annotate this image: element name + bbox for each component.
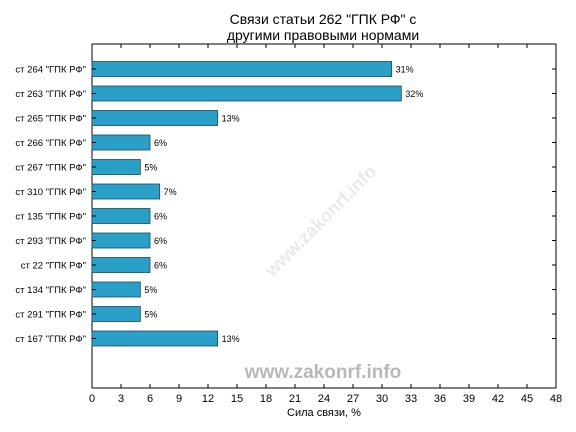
value-label: 13% bbox=[222, 334, 240, 344]
bar bbox=[91, 232, 151, 249]
bar bbox=[91, 208, 151, 224]
category-label: ст 266 "ГПК РФ" bbox=[15, 138, 86, 149]
category-label: ст 167 "ГПК РФ" bbox=[15, 334, 86, 345]
x-tick-label: 30 bbox=[376, 393, 388, 405]
chart-title-line-2: другими правовыми нормами bbox=[227, 27, 419, 43]
bar bbox=[91, 134, 151, 151]
bar bbox=[91, 85, 402, 102]
category-label: ст 267 "ГПК РФ" bbox=[15, 163, 86, 174]
value-label: 6% bbox=[154, 138, 167, 148]
bar bbox=[91, 257, 151, 273]
x-tick-label: 42 bbox=[492, 393, 504, 405]
x-tick-label: 12 bbox=[202, 393, 214, 405]
value-label: 7% bbox=[164, 187, 177, 197]
value-label: 5% bbox=[144, 163, 157, 173]
x-tick-label: 15 bbox=[231, 393, 243, 405]
category-label: ст 310 "ГПК РФ" bbox=[15, 187, 86, 198]
category-label: ст 264 "ГПК РФ" bbox=[15, 65, 86, 76]
x-tick-label: 45 bbox=[521, 393, 533, 405]
x-tick-label: 21 bbox=[289, 393, 301, 405]
category-label: ст 134 "ГПК РФ" bbox=[15, 285, 86, 296]
bar bbox=[91, 159, 141, 175]
bar bbox=[91, 306, 141, 322]
x-tick-label: 3 bbox=[118, 393, 124, 405]
x-tick-label: 9 bbox=[176, 393, 182, 405]
category-label: ст 265 "ГПК РФ" bbox=[15, 114, 86, 125]
value-label: 32% bbox=[405, 89, 423, 99]
category-label: ст 263 "ГПК РФ" bbox=[15, 89, 86, 100]
category-label: ст 22 "ГПК РФ" bbox=[21, 261, 86, 272]
x-tick-label: 48 bbox=[550, 393, 562, 405]
category-label: ст 135 "ГПК РФ" bbox=[15, 212, 86, 223]
x-tick-label: 18 bbox=[260, 393, 272, 405]
watermark: www.zakonrf.info bbox=[244, 362, 402, 383]
x-tick-label: 39 bbox=[463, 393, 475, 405]
x-tick-label: 33 bbox=[405, 393, 417, 405]
bar bbox=[91, 281, 141, 298]
bar bbox=[91, 183, 161, 200]
bar bbox=[91, 110, 219, 126]
value-label: 13% bbox=[222, 114, 240, 124]
x-tick-label: 24 bbox=[318, 393, 330, 405]
x-axis-label: Сила связи, % bbox=[287, 407, 361, 419]
x-tick-label: 36 bbox=[434, 393, 446, 405]
value-label: 6% bbox=[154, 212, 167, 222]
value-label: 6% bbox=[154, 261, 167, 271]
value-label: 31% bbox=[396, 65, 414, 75]
watermark-diagonal: www.zakonrf.info bbox=[261, 161, 381, 281]
x-tick-label: 6 bbox=[147, 393, 153, 405]
category-label: ст 293 "ГПК РФ" bbox=[15, 236, 86, 247]
chart-title-line-1: Связи статьи 262 "ГПК РФ" с bbox=[230, 11, 417, 27]
x-tick-label: 0 bbox=[89, 393, 95, 405]
x-tick-label: 27 bbox=[347, 393, 359, 405]
value-label: 6% bbox=[154, 236, 167, 246]
bar bbox=[91, 330, 219, 347]
value-label: 5% bbox=[144, 285, 157, 295]
value-label: 5% bbox=[144, 310, 157, 320]
category-label: ст 291 "ГПК РФ" bbox=[15, 310, 86, 321]
bar bbox=[91, 61, 393, 77]
